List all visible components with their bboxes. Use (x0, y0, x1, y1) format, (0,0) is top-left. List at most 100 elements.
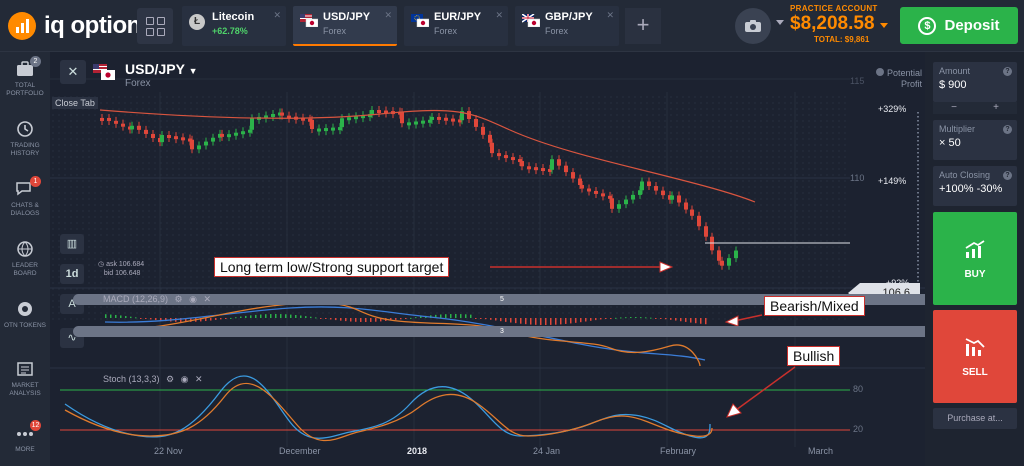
buy-button[interactable]: BUY (933, 212, 1017, 305)
candle-body (241, 131, 245, 135)
chevron-down-icon[interactable] (880, 23, 888, 28)
auto-closing-field[interactable]: Auto Closing +100% -30% ? (933, 166, 1017, 206)
stoch-label: Stoch (13,3,3) (103, 374, 160, 384)
close-tab-button[interactable]: ✕ (60, 60, 86, 84)
tab-eurjpy[interactable]: EUR/JPY Forex ✕ (404, 6, 508, 46)
chevron-down-icon[interactable] (776, 20, 784, 25)
account-balance[interactable]: PRACTICE ACCOUNT $8,208.58 TOTAL: $9,861 (790, 4, 878, 44)
macd-signal-line (104, 302, 701, 367)
decrease-button[interactable]: − (933, 102, 975, 114)
sell-button[interactable]: SELL (933, 310, 1017, 403)
purchase-at-button[interactable]: Purchase at... (933, 408, 1017, 429)
asset-selector[interactable]: USD/JPY ▼ (125, 61, 197, 77)
macd-bar (210, 318, 212, 321)
sidebar-item-leaderboard[interactable]: LEADER BOARD (0, 240, 50, 278)
scale-tick (917, 172, 919, 174)
scale-tick (917, 180, 919, 182)
scale-tick (917, 232, 919, 234)
macd-bar (580, 318, 582, 323)
scale-tick (917, 264, 919, 266)
macd-bar (625, 317, 627, 319)
candle-body (617, 204, 621, 209)
close-icon[interactable]: ✕ (384, 10, 392, 20)
close-icon[interactable]: ✕ (495, 10, 503, 20)
macd-bar (555, 318, 557, 325)
candle-body (428, 119, 432, 123)
scale-tick (917, 240, 919, 242)
sidebar-item-otn[interactable]: OTN TOKENS (0, 300, 50, 330)
sidebar-item-portfolio[interactable]: 2 TOTAL PORTFOLIO (0, 56, 50, 98)
help-icon[interactable]: ? (1003, 171, 1012, 180)
sidebar-item-history[interactable]: TRADING HISTORY (0, 120, 50, 158)
macd-bar (685, 318, 687, 322)
chart-overlays (99, 109, 850, 273)
eye-icon[interactable]: ◉ (189, 294, 197, 304)
close-icon[interactable]: ✕ (195, 374, 203, 384)
grid-menu-icon[interactable] (137, 8, 173, 44)
potential-profit-label: Potential Profit (872, 68, 922, 90)
scale-tick (917, 248, 919, 250)
multiplier-value[interactable]: × 50 (939, 137, 961, 149)
candle-body (310, 119, 314, 129)
candle-body (717, 250, 721, 261)
candle-body (114, 120, 118, 124)
close-icon[interactable]: ✕ (273, 10, 281, 20)
logo-text: iq option (44, 12, 141, 39)
deposit-button[interactable]: $ Deposit (900, 7, 1018, 44)
candle-body (414, 121, 418, 125)
candle-body (511, 157, 515, 161)
tab-litecoin[interactable]: Ł Litecoin +62.78% ✕ (182, 6, 286, 46)
macd-bar (225, 318, 227, 319)
camera-icon[interactable] (735, 8, 771, 44)
add-tab-button[interactable]: + (625, 8, 661, 44)
sidebar-item-chats[interactable]: 1 CHATS & DIALOGS (0, 176, 50, 218)
chart-area[interactable]: ✕ Close Tab USD/JPY ▼ Forex Potential Pr… (50, 52, 925, 466)
timeframe-button[interactable]: 1d (60, 264, 84, 284)
candle-body (488, 134, 492, 143)
logo[interactable]: iq option (8, 12, 141, 40)
tab-usdjpy[interactable]: USD/JPY Forex ✕ (293, 6, 397, 46)
candle-body (324, 128, 328, 132)
help-icon[interactable]: ? (1003, 67, 1012, 76)
chart-type-icon[interactable]: ▥ (60, 234, 84, 254)
candle-body (167, 135, 171, 139)
scale-tick (917, 164, 919, 166)
candle-body (370, 110, 374, 115)
macd-bar (670, 318, 672, 320)
sidebar-item-label: TRADING HISTORY (10, 142, 40, 157)
macd-bar (495, 318, 497, 321)
scale-tick (917, 224, 919, 226)
history-icon (15, 120, 35, 138)
macd-bar (145, 318, 147, 319)
macd-bar (285, 314, 287, 318)
macd-bar (295, 314, 297, 318)
increase-button[interactable]: + (975, 102, 1017, 114)
sidebar-item-more[interactable]: 12 MORE (0, 420, 50, 454)
candle-body (287, 115, 291, 119)
close-icon[interactable]: ✕ (606, 10, 614, 20)
close-icon[interactable]: ✕ (203, 294, 212, 304)
stoch-k-line (64, 375, 711, 439)
macd-bar (390, 318, 392, 321)
moving-average-line (99, 109, 756, 203)
candle-body (264, 115, 268, 119)
macd-bar (515, 318, 517, 324)
uk-japan-flag-icon (522, 14, 540, 27)
amount-field[interactable]: Amount $ 900 ? (933, 62, 1017, 102)
settings-icon[interactable]: ⚙ (174, 294, 183, 304)
macd-bar (405, 318, 407, 319)
eye-icon[interactable]: ◉ (180, 374, 189, 384)
otn-token-icon (15, 300, 35, 318)
settings-icon[interactable]: ⚙ (166, 374, 175, 384)
amount-value[interactable]: $ 900 (939, 79, 967, 91)
multiplier-field[interactable]: Multiplier × 50 ? (933, 120, 1017, 160)
macd-bar (270, 314, 272, 318)
price-level: 115 (850, 76, 865, 86)
candle-body (331, 127, 335, 131)
auto-closing-value[interactable]: +100% -30% (939, 183, 1003, 195)
sidebar-item-market-analysis[interactable]: MARKET ANALYSIS (0, 360, 50, 398)
macd-bar (180, 318, 182, 322)
help-icon[interactable]: ? (1003, 125, 1012, 134)
tab-gbpjpy[interactable]: GBP/JPY Forex ✕ (515, 6, 619, 46)
macd-bar (665, 318, 667, 320)
